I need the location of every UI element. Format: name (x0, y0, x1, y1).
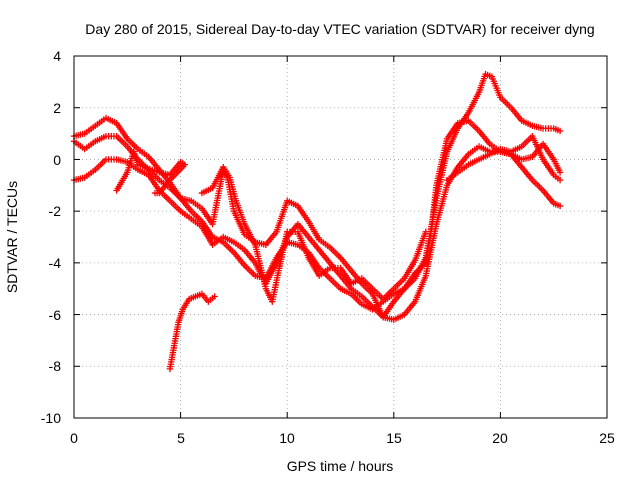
y-tick-label: -10 (41, 410, 61, 426)
x-tick-label: 5 (177, 430, 185, 446)
data-point (556, 202, 564, 210)
tick-marks (73, 55, 608, 419)
x-tick-label: 25 (599, 430, 615, 446)
data-series (70, 70, 564, 373)
y-tick-labels: 4 2 0 -2 -4 -6 -8 -10 (41, 48, 61, 426)
grid-lines (74, 56, 607, 418)
x-tick-labels: 0 5 10 15 20 25 (70, 430, 615, 446)
y-tick-label: -4 (49, 255, 62, 271)
data-point (556, 127, 564, 135)
y-tick-label: -2 (49, 203, 62, 219)
data-point (151, 189, 159, 197)
data-point (422, 228, 429, 236)
plot-frame (73, 55, 608, 419)
series-track-6 (198, 163, 429, 305)
x-tick-label: 10 (279, 430, 295, 446)
series-track-7 (443, 132, 564, 184)
data-point (211, 293, 218, 300)
series-track-5 (166, 290, 218, 373)
y-tick-label: 4 (53, 48, 61, 64)
series-track-2 (70, 117, 564, 321)
series-track-4 (113, 148, 189, 197)
chart-title: Day 280 of 2015, Sidereal Day-to-day VTE… (85, 21, 594, 37)
data-point (556, 169, 564, 176)
series-track-3 (70, 143, 564, 323)
y-tick-label: -8 (49, 358, 62, 374)
y-axis-label: SDTVAR / TECUs (4, 181, 20, 293)
x-axis-label: GPS time / hours (287, 458, 394, 474)
x-tick-label: 0 (70, 430, 78, 446)
y-tick-label: 0 (53, 152, 61, 168)
y-tick-label: -6 (49, 307, 62, 323)
x-tick-label: 15 (386, 430, 402, 446)
y-tick-label: 2 (53, 100, 61, 116)
data-point (556, 176, 564, 184)
x-tick-label: 20 (492, 430, 508, 446)
